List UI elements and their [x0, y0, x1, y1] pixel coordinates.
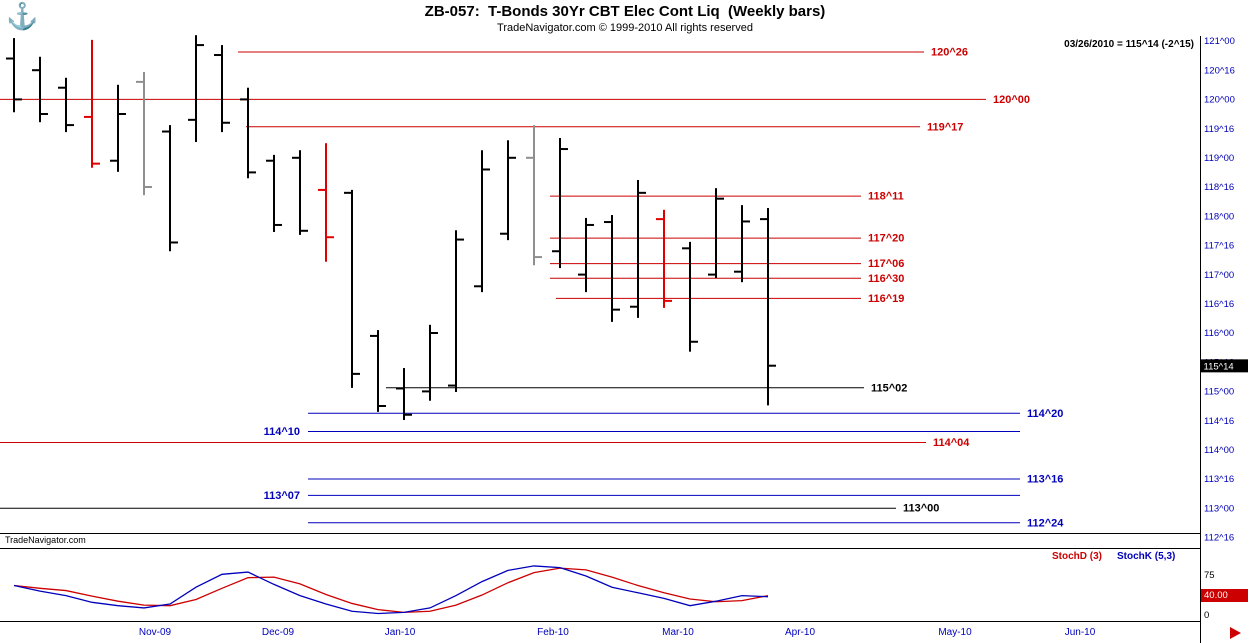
date-axis-label: Apr-10: [784, 627, 815, 638]
price-axis-label: 117^00: [1204, 270, 1234, 281]
price-axis-label: 118^16: [1204, 182, 1234, 193]
pivot-label: 114^10: [264, 426, 300, 438]
pivot-label: 113^00: [903, 503, 939, 515]
pivot-label: 116^30: [868, 273, 904, 285]
stoch-axis-high-label: 75: [1204, 570, 1215, 581]
price-axis-label: 117^16: [1204, 241, 1234, 252]
pivot-label: 117^06: [868, 258, 904, 270]
price-axis-label: 116^16: [1204, 299, 1234, 310]
last-quote-readout: 03/26/2010 = 115^14 (-2^15): [1064, 39, 1194, 50]
pivot-label: 119^17: [927, 121, 963, 133]
stochd-line: [13, 567, 769, 614]
last-price-label: 115^14: [1204, 361, 1234, 372]
pivot-label: 117^20: [868, 233, 904, 245]
last-price-marker: [1201, 359, 1248, 373]
stochk-line: [13, 565, 769, 615]
pivot-label: 112^24: [1027, 517, 1064, 529]
date-axis-label: Feb-10: [537, 627, 569, 638]
chart-title: ZB-057: T-Bonds 30Yr CBT Elec Cont Liq (…: [424, 3, 826, 20]
pivot-label: 114^04: [933, 437, 970, 449]
date-axis-label: Jun-10: [1064, 627, 1096, 638]
stoch-axis-low-label: 0: [1204, 610, 1210, 621]
price-axis-label: 114^16: [1204, 416, 1234, 427]
price-axis-label: 115^00: [1204, 387, 1234, 398]
price-axis-label: 119^00: [1204, 153, 1234, 164]
pivot-label: 115^02: [871, 382, 907, 394]
date-axis-label: Dec-09: [261, 627, 295, 638]
price-axis-label: 112^16: [1204, 533, 1234, 544]
price-axis-label: 121^00: [1204, 36, 1235, 47]
price-axis-label: 113^00: [1204, 503, 1234, 514]
price-axis-label: 118^00: [1204, 211, 1234, 222]
date-axis-label: May-10: [938, 627, 972, 638]
copyright-subtitle: TradeNavigator.com © 1999-2010 All right…: [497, 22, 753, 34]
trade-navigator-logo-anchor-icon: ⚓: [6, 1, 39, 31]
pivot-label: 120^26: [931, 46, 968, 58]
scroll-right-icon[interactable]: [1230, 627, 1241, 639]
price-axis-label: 116^00: [1204, 328, 1234, 339]
price-axis-label: 120^00: [1204, 95, 1235, 106]
date-axis-label: Mar-10: [662, 627, 694, 638]
stochk-legend-label[interactable]: StochK (5,3): [1117, 551, 1176, 562]
pivot-label: 118^11: [868, 191, 904, 203]
pivot-label: 114^20: [1027, 408, 1063, 420]
date-axis-label: Nov-09: [138, 627, 172, 638]
watermark-text: TradeNavigator.com: [5, 535, 86, 545]
pivot-label: 120^00: [993, 94, 1030, 106]
pivot-label: 116^19: [868, 293, 904, 305]
price-axis-label: 114^00: [1204, 445, 1234, 456]
pivot-label: 113^07: [264, 490, 300, 502]
price-axis-label: 120^16: [1204, 65, 1235, 76]
stochd-legend-label[interactable]: StochD (3): [1052, 551, 1102, 562]
stoch-current-value-badge: 40.00: [1201, 589, 1248, 602]
pivot-label: 113^16: [1027, 474, 1063, 486]
price-axis-label: 119^16: [1204, 124, 1234, 135]
date-axis-label: Jan-10: [384, 627, 416, 638]
price-axis-label: 113^16: [1204, 474, 1234, 485]
